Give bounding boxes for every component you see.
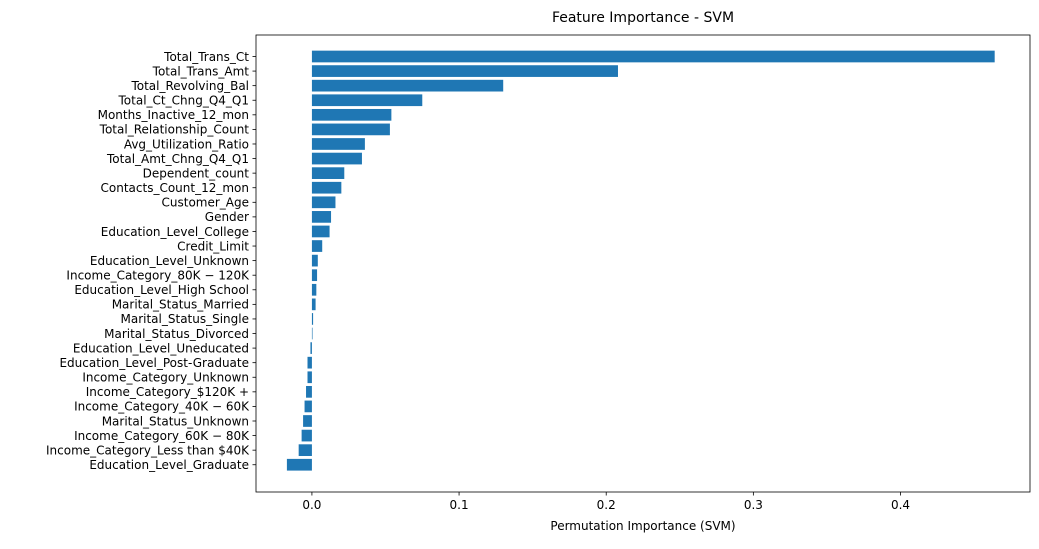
y-tick-label: Education_Level_High School [74, 283, 249, 297]
bar [311, 196, 336, 209]
y-tick-label: Total_Amt_Chng_Q4_Q1 [106, 152, 249, 166]
bar [311, 181, 342, 194]
y-tick-label: Education_Level_Post-Graduate [59, 356, 249, 370]
x-tick-label: 0.0 [302, 498, 321, 512]
bar [311, 152, 362, 165]
y-tick-label: Education_Level_Unknown [90, 254, 249, 268]
bar [311, 123, 390, 136]
y-tick-label: Months_Inactive_12_mon [98, 108, 249, 122]
x-tick-label: 0.4 [891, 498, 910, 512]
y-tick-label: Education_Level_Graduate [89, 458, 249, 472]
y-tick-label: Marital_Status_Single [121, 312, 250, 326]
bar [311, 79, 504, 92]
bar [311, 225, 330, 238]
y-tick-label: Avg_Utilization_Ratio [124, 137, 249, 151]
y-tick-label: Dependent_count [143, 166, 250, 180]
y-tick-label: Total_Trans_Amt [152, 64, 250, 78]
y-tick-label: Total_Relationship_Count [99, 123, 250, 137]
y-tick-label: Marital_Status_Divorced [104, 327, 249, 341]
bar [286, 458, 312, 471]
bar [303, 415, 312, 427]
x-tick-label: 0.2 [597, 498, 616, 512]
bar [311, 269, 318, 282]
y-tick-label: Income_Category_40K − 60K [74, 400, 250, 414]
y-tick-label: Credit_Limit [177, 239, 249, 253]
plot-frame [255, 34, 1031, 493]
y-tick-label: Education_Level_College [101, 225, 249, 239]
y-tick-label: Marital_Status_Unknown [102, 414, 249, 428]
bars [286, 50, 995, 471]
x-tick-label: 0.3 [744, 498, 763, 512]
y-tick-label: Income_Category_$120K + [86, 385, 249, 399]
x-axis-ticks: 0.0 0.1 0.2 0.3 0.4 [302, 492, 910, 512]
bar [311, 50, 995, 63]
y-tick-label: Marital_Status_Married [112, 298, 249, 312]
bar [311, 167, 345, 179]
x-axis-label: Permutation Importance (SVM) [550, 519, 735, 533]
bar [310, 342, 312, 354]
bar [311, 65, 618, 77]
y-tick-label: Total_Ct_Chng_Q4_Q1 [118, 94, 249, 108]
y-tick-label: Education_Level_Uneducated [73, 341, 249, 355]
y-tick-label: Total_Revolving_Bal [130, 79, 249, 93]
y-tick-label: Income_Category_Less than $40K [46, 443, 250, 457]
bar [311, 138, 365, 150]
x-tick-label: 0.1 [450, 498, 469, 512]
y-tick-label: Income_Category_80K − 120K [66, 269, 250, 283]
bar [311, 240, 323, 252]
bar [311, 211, 332, 223]
bar [301, 429, 312, 442]
bar [311, 94, 423, 107]
bar [307, 356, 312, 369]
bar [307, 371, 312, 384]
bar [311, 254, 318, 267]
y-tick-label: Gender [205, 210, 249, 224]
bar [311, 327, 313, 340]
bar [306, 385, 312, 398]
y-tick-label: Total_Trans_Ct [163, 50, 249, 64]
bar [311, 298, 316, 311]
bar [304, 400, 312, 413]
chart-title: Feature Importance - SVM [552, 10, 734, 26]
y-tick-label: Customer_Age [162, 196, 250, 210]
y-axis-ticks: Total_Trans_CtTotal_Trans_AmtTotal_Revol… [46, 50, 256, 472]
y-tick-label: Contacts_Count_12_mon [101, 181, 249, 195]
bar [298, 444, 312, 457]
bar [311, 313, 314, 325]
bar [311, 283, 317, 296]
y-tick-label: Income_Category_60K − 80K [74, 429, 250, 443]
y-tick-label: Income_Category_Unknown [82, 371, 249, 385]
bar [311, 108, 392, 121]
